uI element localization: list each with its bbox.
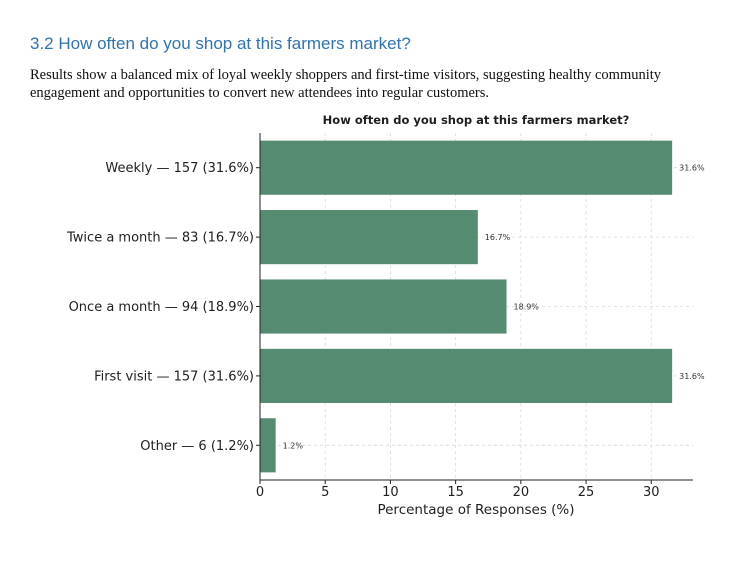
value-label-4: 1.2%	[283, 441, 304, 450]
bar-3	[260, 348, 673, 403]
category-label-0: Weekly — 157 (31.6%)	[105, 161, 254, 176]
x-tick-label-6: 30	[643, 485, 660, 500]
value-label-1: 16.7%	[485, 233, 511, 242]
x-tick-label-1: 5	[321, 485, 329, 500]
section-summary: Results show a balanced mix of loyal wee…	[30, 67, 662, 101]
category-label-4: Other — 6 (1.2%)	[140, 439, 254, 454]
x-tick-label-3: 15	[447, 485, 464, 500]
x-tick-label-4: 20	[513, 485, 530, 500]
category-label-3: First visit — 157 (31.6%)	[94, 369, 254, 384]
value-label-0: 31.6%	[679, 164, 705, 173]
bar-2	[260, 279, 507, 334]
value-label-3: 31.6%	[679, 372, 705, 381]
category-label-2: Once a month — 94 (18.9%)	[69, 300, 254, 315]
x-tick-label-0: 0	[256, 485, 264, 500]
bar-1	[260, 210, 478, 265]
section-heading: 3.2 How often do you shop at this farmer…	[30, 34, 411, 53]
x-tick-label-5: 25	[578, 485, 595, 500]
axes	[256, 133, 693, 484]
x-axis-label: Percentage of Responses (%)	[377, 502, 574, 518]
bar-4	[260, 418, 276, 473]
x-tick-label-2: 10	[382, 485, 399, 500]
value-label-2: 18.9%	[513, 303, 539, 312]
bar-0	[260, 140, 673, 195]
category-label-1: Twice a month — 83 (16.7%)	[66, 231, 254, 246]
chart-title: How often do you shop at this farmers ma…	[323, 113, 630, 127]
labels: 0 5 10 15 20 25 30 Weekly — 157 (31.6%) 31.6% Twi…	[66, 161, 705, 500]
bars	[260, 140, 673, 473]
